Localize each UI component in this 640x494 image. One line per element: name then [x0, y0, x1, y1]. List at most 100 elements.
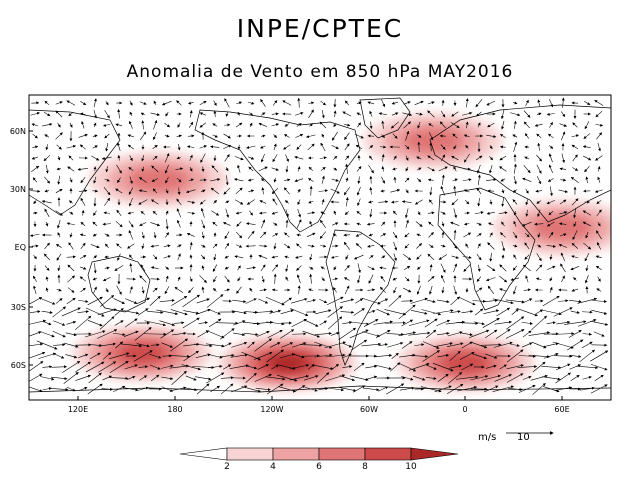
wind-vector [429, 187, 433, 196]
wind-vector [321, 133, 325, 138]
wind-vector [104, 197, 111, 206]
wind-vector [171, 296, 188, 306]
wind-vector [501, 197, 505, 207]
wind-vector [236, 101, 243, 105]
wind-vector [78, 133, 88, 138]
wind-vector [349, 375, 369, 382]
wind-vector [501, 188, 505, 194]
wind-vector [78, 353, 89, 358]
wind-vector [271, 288, 278, 292]
wind-vector [195, 376, 212, 381]
wind-vector [272, 198, 278, 206]
wind-vector [536, 154, 542, 162]
wind-vector [220, 376, 234, 380]
wind-vector [201, 219, 206, 229]
wind-vector [225, 200, 230, 204]
wind-vector [272, 222, 278, 226]
wind-vector [32, 133, 38, 139]
wind-vector [413, 375, 426, 381]
wind-vector [440, 263, 446, 273]
wind-vector [381, 176, 385, 184]
wind-vector [307, 143, 315, 151]
wind-vector [292, 385, 306, 393]
wind-vector [356, 210, 362, 215]
wind-vector [129, 111, 133, 116]
wind-vector [234, 178, 244, 182]
wind-vector [54, 353, 65, 359]
wind-vector [201, 286, 205, 293]
wind-vector [547, 178, 554, 182]
wind-vector [89, 352, 101, 360]
anomaly-shading-blob [268, 355, 307, 371]
wind-vector [279, 353, 296, 359]
wind-vector [432, 309, 454, 314]
wind-vector [110, 376, 129, 380]
wind-vector [510, 112, 521, 117]
wind-vector [440, 110, 446, 118]
wind-vector [417, 211, 421, 216]
wind-vector [449, 310, 461, 314]
wind-vector [531, 315, 548, 331]
wind-vector [291, 318, 307, 327]
wind-vector [366, 310, 376, 314]
wind-vector [535, 189, 543, 193]
wind-vector [92, 233, 97, 237]
lat-label: 30S [10, 303, 26, 312]
wind-vector [170, 338, 189, 352]
wind-vector [401, 341, 413, 349]
wind-vector [597, 166, 601, 172]
wind-vector [256, 330, 270, 337]
wind-vector [427, 275, 435, 282]
wind-vector [577, 319, 597, 327]
wind-vector [324, 353, 346, 358]
wind-vector [266, 383, 284, 395]
wind-vector [52, 306, 67, 318]
wind-vector [381, 99, 386, 108]
wind-vector [265, 376, 286, 381]
wind-vector [320, 211, 326, 215]
wind-vector [475, 287, 483, 293]
wind-vector [224, 275, 230, 283]
wind-vector [273, 143, 277, 151]
wind-vector [486, 211, 495, 215]
wind-vector [123, 330, 139, 337]
wind-vector [327, 306, 343, 318]
wind-vector [535, 309, 543, 315]
wind-vector [392, 231, 398, 239]
wind-vector [296, 219, 302, 229]
wind-vector [199, 122, 207, 128]
colorbar-segment-2 [272, 447, 320, 461]
wind-vector [367, 288, 376, 292]
wind-vector [331, 255, 339, 259]
wind-vector [63, 372, 79, 384]
wind-vector [438, 254, 448, 260]
wind-vector [333, 210, 337, 216]
wind-vector [284, 134, 290, 138]
wind-vector [102, 276, 111, 282]
wind-vector [100, 294, 115, 307]
wind-vector [486, 264, 496, 272]
wind-vector [428, 232, 434, 238]
wind-vector [453, 185, 457, 196]
wind-vector [595, 265, 602, 271]
wind-vector [376, 308, 390, 316]
wind-vector [463, 222, 470, 226]
wind-vector [220, 353, 235, 358]
wind-vector [117, 108, 121, 119]
wind-vector [213, 276, 217, 283]
wind-vector [537, 99, 541, 107]
wind-vector [513, 141, 518, 152]
wind-vector [297, 97, 301, 108]
wind-vector [113, 298, 125, 304]
wind-vector [522, 177, 532, 182]
wind-vector [378, 343, 388, 347]
wind-vector [223, 364, 232, 370]
wind-vector [381, 153, 385, 162]
wind-vector [208, 364, 223, 369]
wind-vector [590, 350, 609, 362]
anomaly-shading-blob [128, 167, 189, 192]
wind-vector [80, 177, 86, 184]
wind-vector [224, 154, 230, 162]
wind-vector [308, 109, 314, 119]
wind-vector [560, 111, 566, 118]
